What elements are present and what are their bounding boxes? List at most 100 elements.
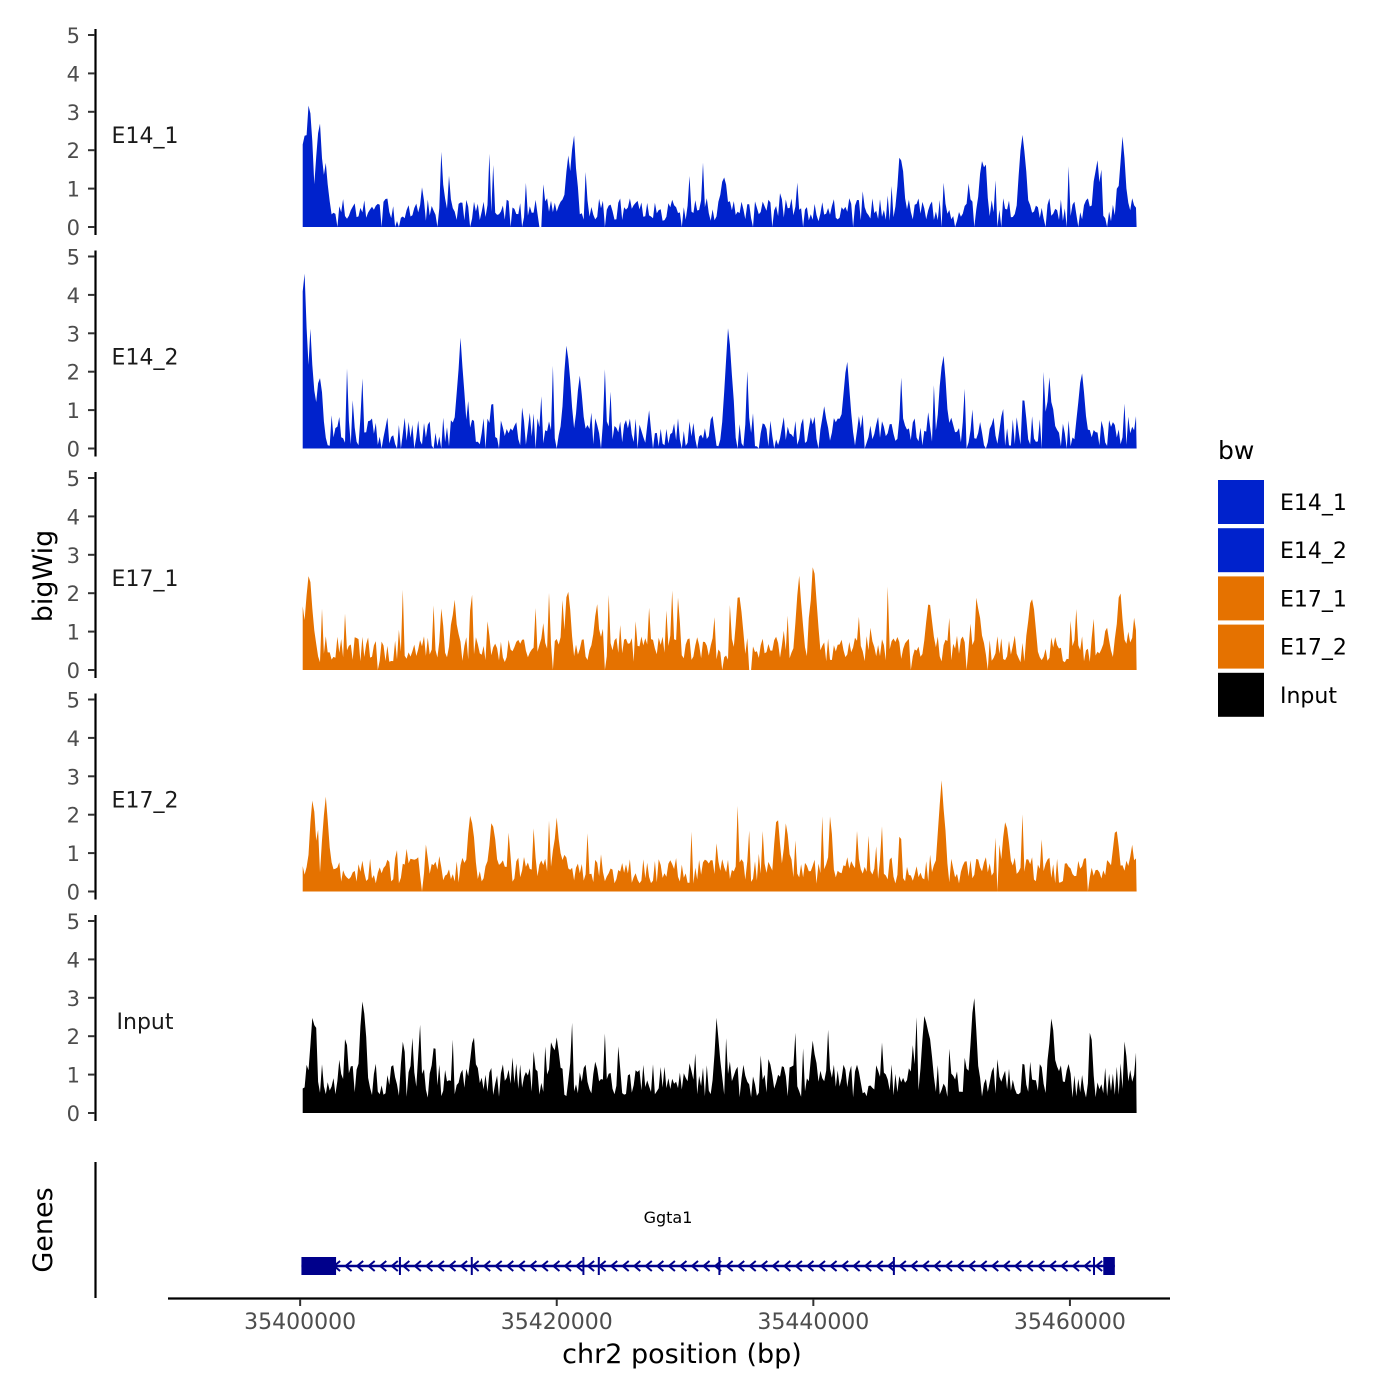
y-tick-label: 1 bbox=[67, 399, 80, 423]
gene-exon bbox=[718, 1257, 721, 1275]
strand-arrow bbox=[551, 1260, 561, 1272]
legend-label: Input bbox=[1280, 684, 1337, 709]
strand-arrow bbox=[794, 1260, 803, 1272]
legend-label: E17_2 bbox=[1280, 636, 1347, 661]
strand-arrow bbox=[921, 1260, 930, 1272]
y-tick-label: 3 bbox=[67, 544, 80, 568]
x-tick-label: 35460000 bbox=[1014, 1310, 1126, 1335]
y-tick-label: 5 bbox=[67, 689, 80, 713]
strand-arrow bbox=[367, 1260, 376, 1272]
signal-area bbox=[302, 567, 1137, 670]
y-tick-label: 1 bbox=[67, 842, 80, 866]
strand-arrow bbox=[436, 1260, 445, 1272]
strand-arrow bbox=[840, 1260, 849, 1272]
strand-arrow bbox=[574, 1260, 584, 1272]
y-tick-label: 2 bbox=[67, 1025, 80, 1049]
signal-area bbox=[302, 105, 1137, 227]
y-tick-label: 1 bbox=[67, 621, 80, 645]
strand-arrow bbox=[863, 1260, 872, 1272]
genes-axis-title: Genes bbox=[28, 1187, 59, 1272]
strand-arrow bbox=[1048, 1260, 1057, 1272]
track-label: Input bbox=[117, 1010, 174, 1035]
gene-label: Ggta1 bbox=[644, 1208, 693, 1227]
track-panel-e17-1: 0 1 2 3 4 5 E17_1 bbox=[67, 467, 1137, 683]
strand-arrow bbox=[1094, 1260, 1103, 1272]
x-tick-label: 35420000 bbox=[501, 1310, 613, 1335]
strand-arrow bbox=[1002, 1260, 1011, 1272]
y-tick-label: 1 bbox=[67, 178, 80, 202]
y-tick-label: 3 bbox=[67, 987, 80, 1011]
strand-arrow bbox=[886, 1260, 895, 1272]
gene-exon bbox=[1103, 1257, 1115, 1275]
strand-arrow bbox=[909, 1260, 919, 1272]
strand-arrow bbox=[771, 1260, 780, 1272]
strand-arrow bbox=[505, 1260, 514, 1272]
strand-arrow bbox=[378, 1260, 387, 1272]
track-label: E14_2 bbox=[112, 346, 179, 371]
strand-arrow bbox=[621, 1260, 630, 1272]
gene-exon bbox=[301, 1257, 337, 1275]
strand-arrow bbox=[609, 1260, 618, 1272]
strand-arrow bbox=[413, 1260, 422, 1272]
x-axis: 35400000 35420000 35440000 35460000 bbox=[168, 1297, 1170, 1335]
strand-arrow bbox=[852, 1260, 861, 1272]
legend: bw E14_1 E14_2 E17_1 E17_2 Input bbox=[1218, 436, 1347, 717]
strand-arrow bbox=[1013, 1260, 1022, 1272]
strand-arrow bbox=[932, 1260, 942, 1272]
gene-exon bbox=[892, 1257, 895, 1275]
strand-arrow bbox=[563, 1260, 572, 1272]
legend-swatch bbox=[1218, 672, 1264, 717]
y-axis-title: bigWig bbox=[28, 530, 59, 623]
track-panel-e14-2: 0 1 2 3 4 5 E14_2 bbox=[67, 246, 1137, 462]
strand-arrow bbox=[540, 1260, 549, 1272]
strand-arrow bbox=[990, 1260, 999, 1272]
strand-arrow bbox=[898, 1260, 907, 1272]
signal-area bbox=[302, 780, 1137, 892]
strand-arrow bbox=[644, 1260, 653, 1272]
strand-arrow bbox=[667, 1260, 676, 1272]
strand-arrow bbox=[1025, 1260, 1034, 1272]
strand-arrow bbox=[1071, 1260, 1080, 1272]
y-tick-label: 5 bbox=[67, 467, 80, 491]
strand-arrow bbox=[344, 1260, 353, 1272]
strand-arrow bbox=[424, 1260, 434, 1272]
strand-arrow bbox=[967, 1260, 976, 1272]
y-tick-label: 3 bbox=[67, 101, 80, 125]
track-panel-input: 0 1 2 3 4 5 Input bbox=[67, 910, 1137, 1126]
strand-arrow bbox=[736, 1260, 745, 1272]
strand-arrow bbox=[632, 1260, 641, 1272]
legend-label: E14_1 bbox=[1280, 491, 1347, 516]
legend-swatch bbox=[1218, 528, 1264, 573]
strand-arrow bbox=[447, 1260, 457, 1272]
strand-arrow bbox=[517, 1260, 526, 1272]
y-tick-label: 0 bbox=[67, 438, 80, 462]
legend-swatch bbox=[1218, 480, 1264, 524]
gene-exon bbox=[1093, 1257, 1096, 1275]
strand-arrow bbox=[494, 1260, 503, 1272]
legend-label: E17_1 bbox=[1280, 587, 1347, 612]
track-panel-e14-1: 0 1 2 3 4 5 E14_1 bbox=[67, 24, 1137, 240]
y-tick-label: 4 bbox=[67, 284, 80, 308]
track-label: E14_1 bbox=[112, 124, 179, 149]
gene-model bbox=[301, 1257, 1115, 1275]
strand-arrow bbox=[979, 1260, 988, 1272]
strand-arrow bbox=[690, 1260, 699, 1272]
y-tick-label: 0 bbox=[67, 216, 80, 240]
y-tick-label: 5 bbox=[67, 246, 80, 270]
legend-label: E14_2 bbox=[1280, 539, 1347, 564]
y-tick-label: 2 bbox=[67, 139, 80, 163]
strand-arrow bbox=[944, 1260, 953, 1272]
strand-arrow bbox=[528, 1260, 538, 1272]
strand-arrow bbox=[390, 1260, 399, 1272]
strand-arrow bbox=[956, 1260, 965, 1272]
gene-exon bbox=[398, 1257, 401, 1275]
strand-arrow bbox=[759, 1260, 768, 1272]
strand-arrow bbox=[1036, 1260, 1046, 1272]
gene-exon bbox=[470, 1257, 473, 1275]
track-panels: 0 1 2 3 4 5 E14_1 0 1 2 3 4 5 E14_2 0 1 2 3 4 5 E17_1 0 1 2 3 4 5 E… bbox=[67, 24, 1137, 1126]
y-tick-label: 4 bbox=[67, 948, 80, 972]
strand-arrow bbox=[817, 1260, 826, 1272]
legend-swatch bbox=[1218, 624, 1264, 669]
y-tick-label: 3 bbox=[67, 322, 80, 346]
